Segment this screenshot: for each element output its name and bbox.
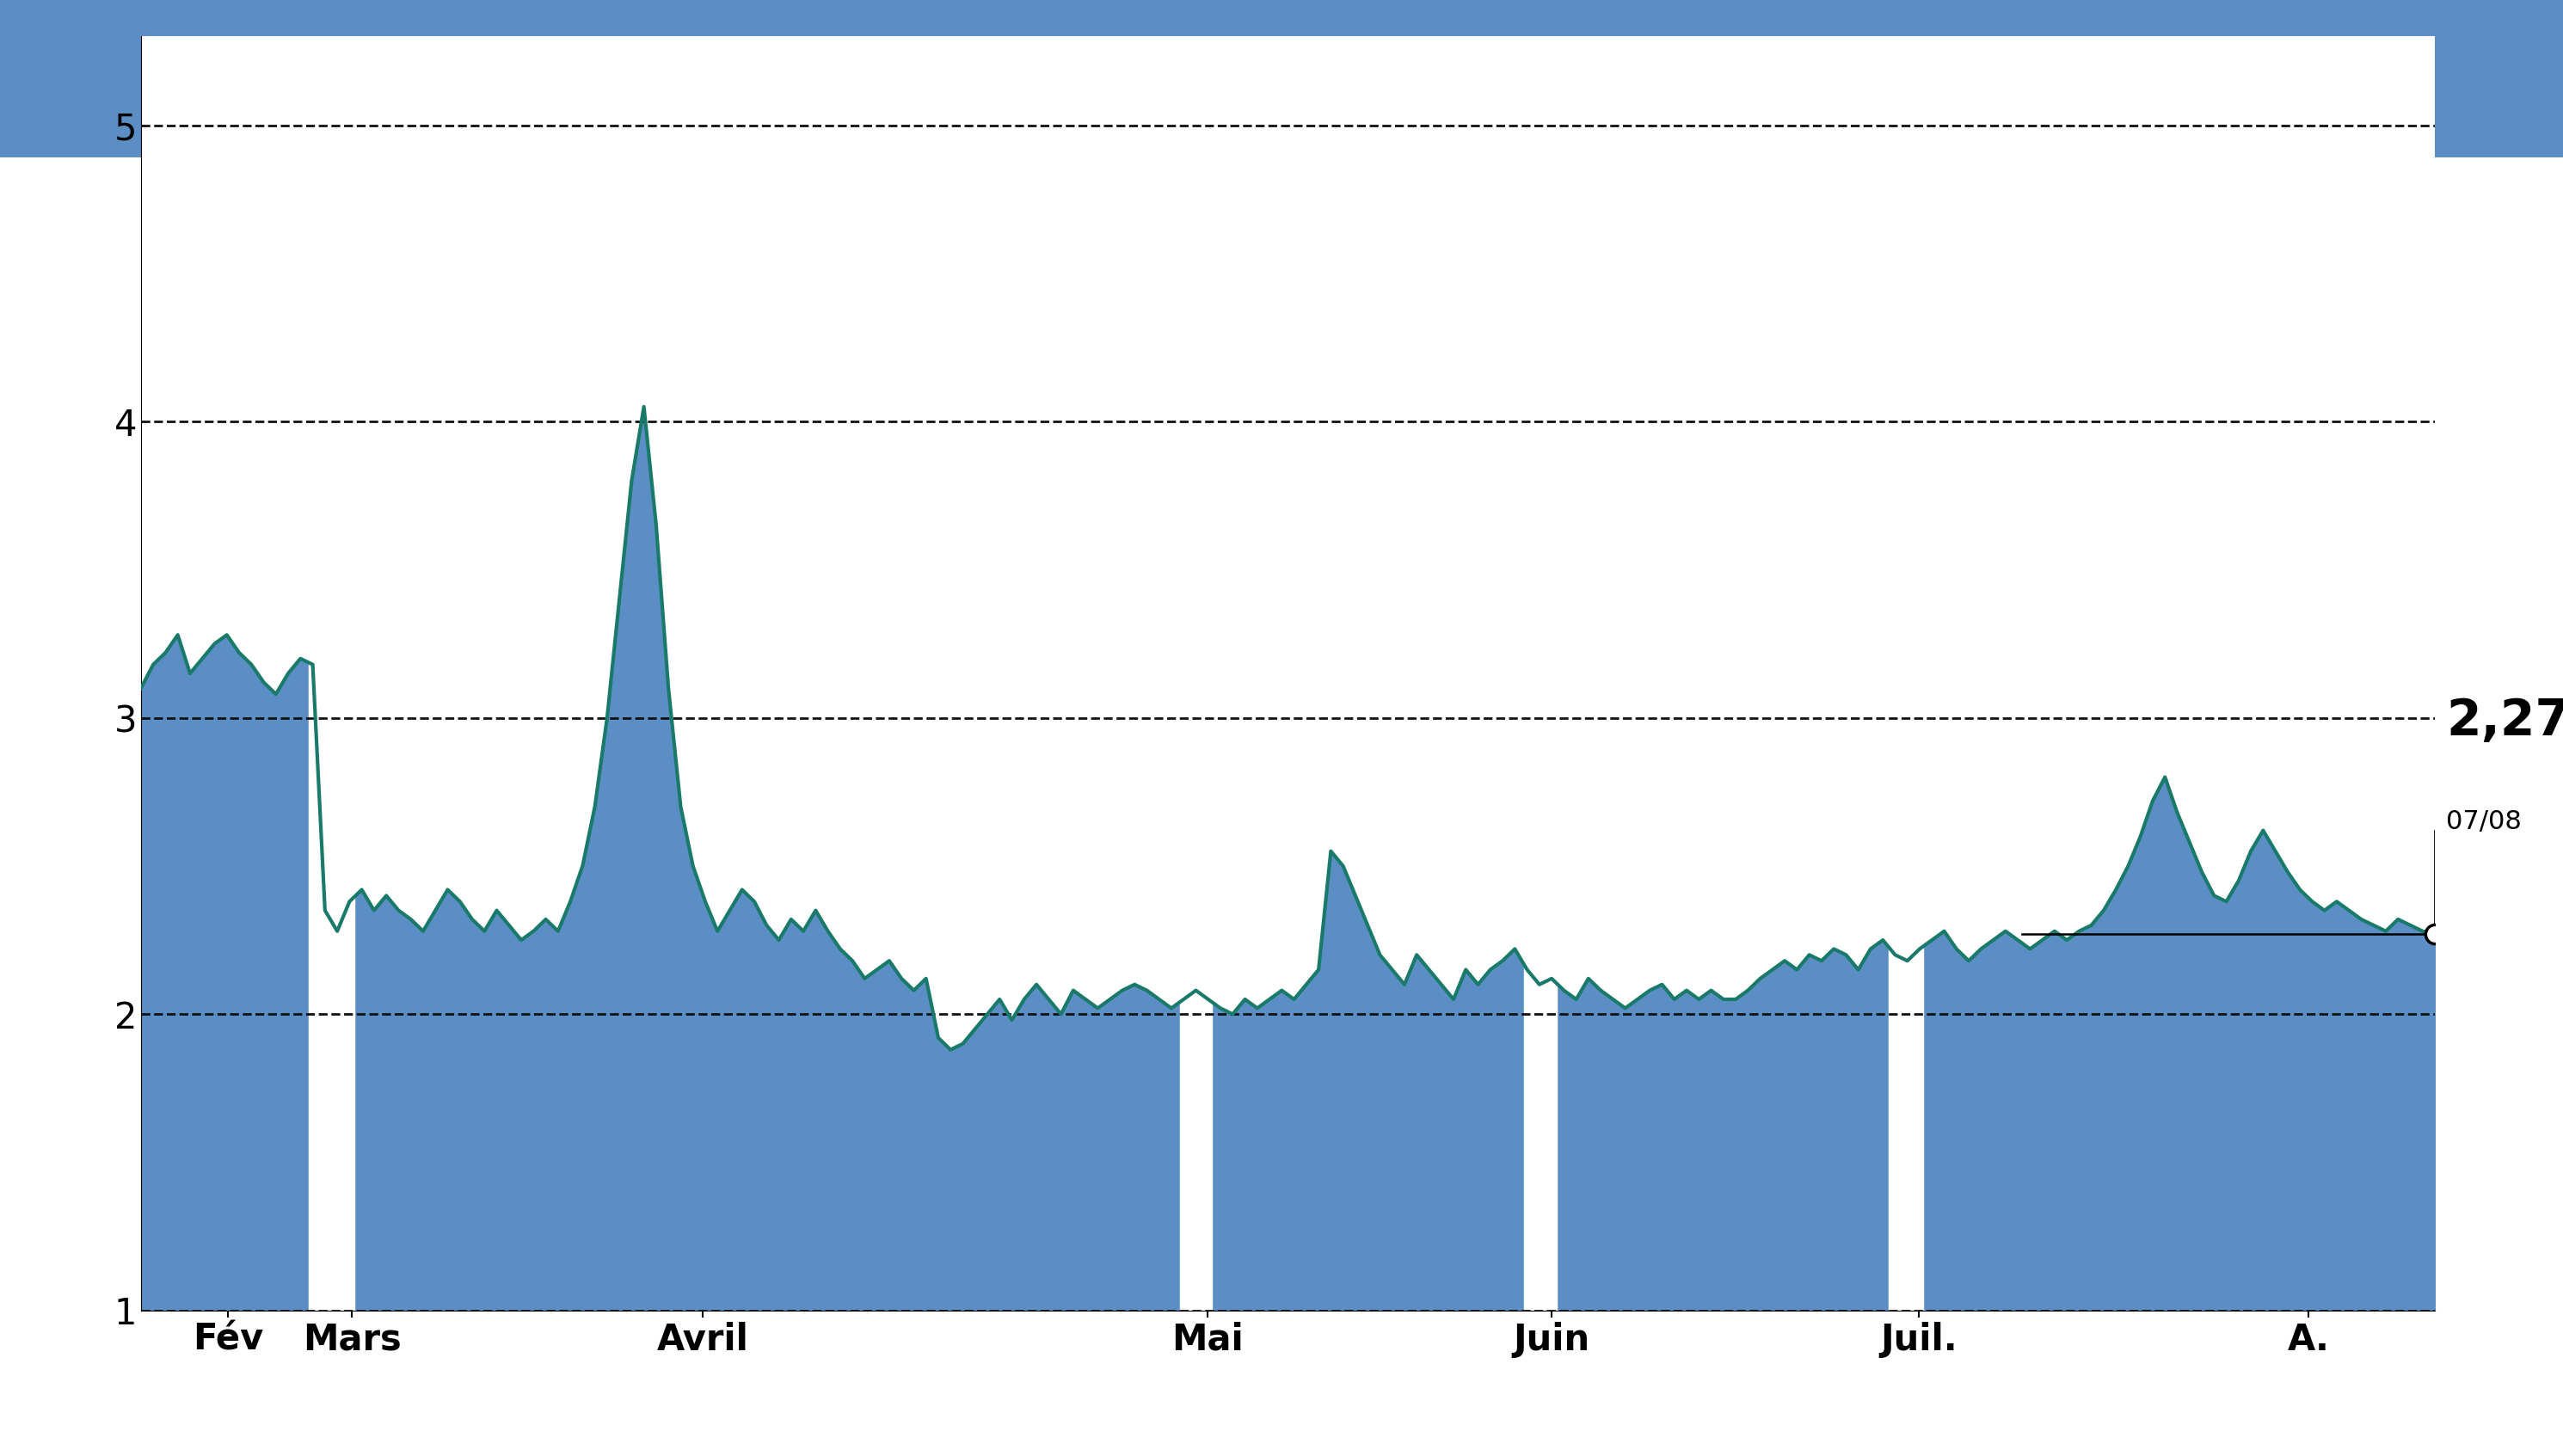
Bar xyxy=(1179,36,1212,1310)
Bar xyxy=(1525,36,1556,1310)
Text: Monogram Orthopaedics, Inc.: Monogram Orthopaedics, Inc. xyxy=(684,44,1879,114)
Text: 07/08: 07/08 xyxy=(2445,810,2522,834)
Bar xyxy=(1889,36,1922,1310)
Text: 2,27: 2,27 xyxy=(2445,696,2563,745)
Bar xyxy=(308,36,354,1310)
